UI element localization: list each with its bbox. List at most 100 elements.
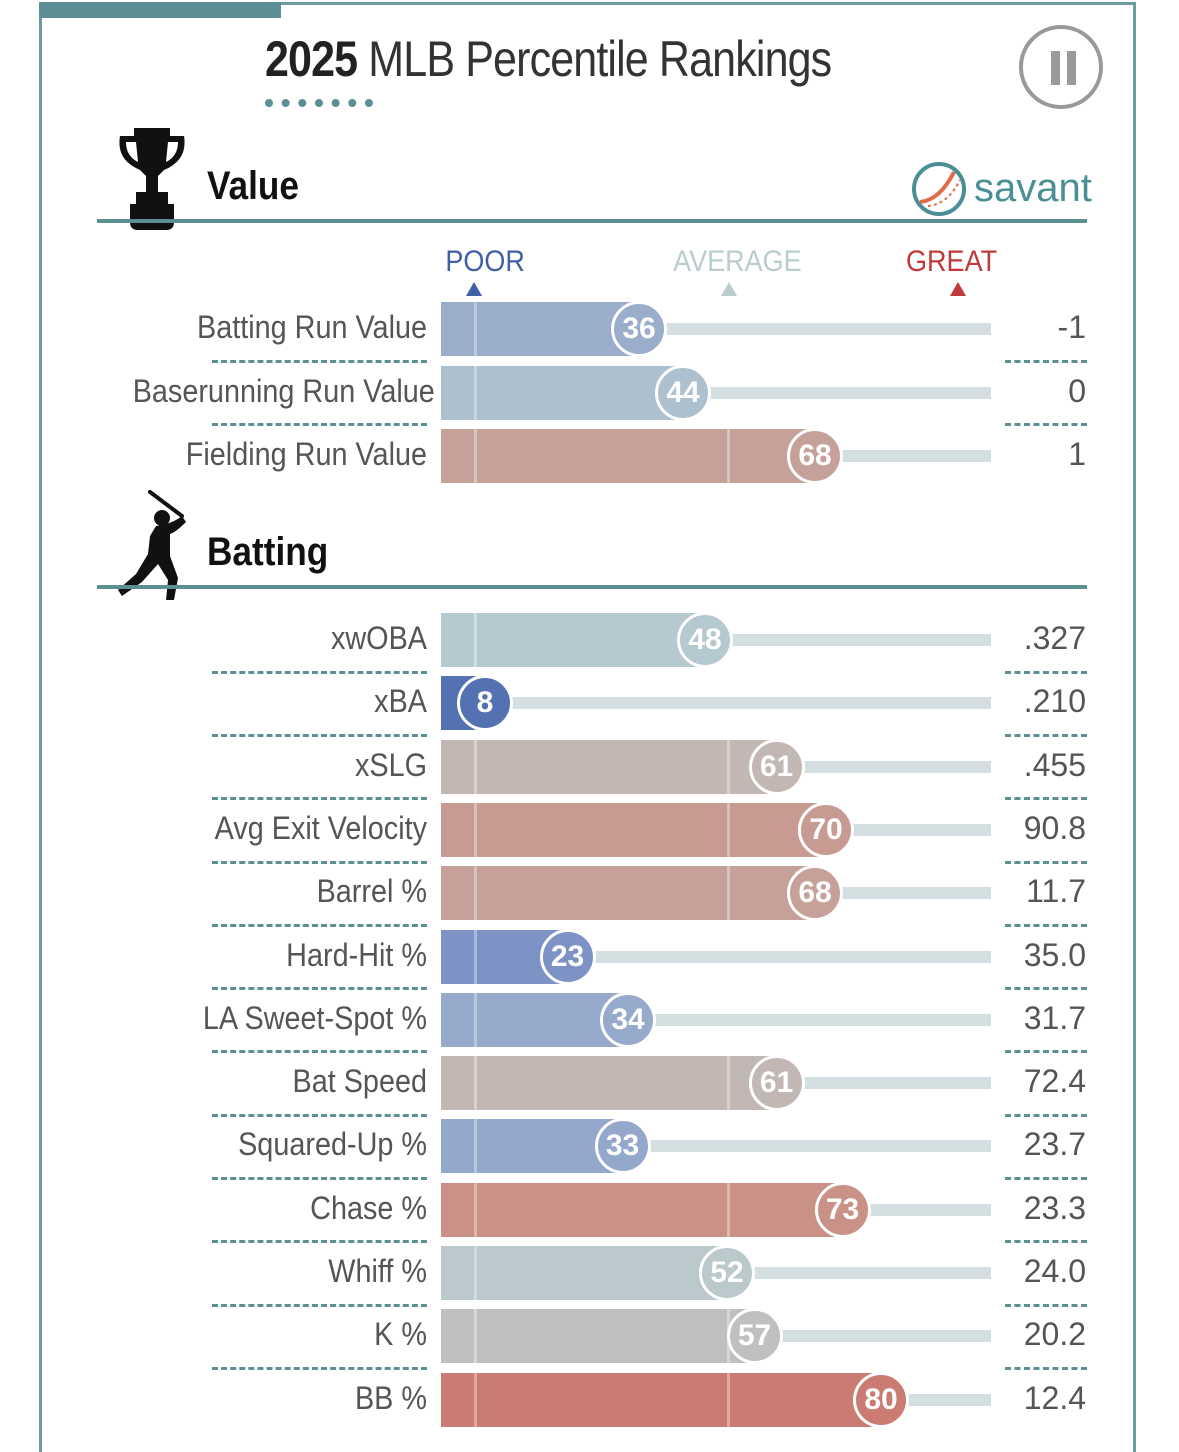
card-tab xyxy=(39,2,281,18)
batter-icon xyxy=(118,490,186,600)
row-separator xyxy=(212,797,427,801)
percentile-badge: 36 xyxy=(611,301,667,357)
metric-value: 24.0 xyxy=(1023,1253,1086,1289)
row-separator xyxy=(212,423,427,427)
metric-value: 20.2 xyxy=(1023,1316,1086,1353)
metric-label: xSLG xyxy=(354,746,427,783)
scale-average-arrow xyxy=(721,282,737,296)
metric-value: 23.7 xyxy=(1023,1126,1086,1163)
metric-value: 23.3 xyxy=(1023,1189,1086,1226)
card-frame xyxy=(39,2,1136,1452)
section-rule-value xyxy=(97,219,1087,223)
bar-tick xyxy=(474,365,477,420)
percentile-bar[interactable] xyxy=(441,1056,777,1111)
percentile-badge: 23 xyxy=(539,928,596,985)
row-separator xyxy=(212,1366,427,1370)
metric-value: 35.0 xyxy=(1023,936,1086,973)
percentile-badge: 61 xyxy=(748,1055,805,1112)
scale-poor-arrow xyxy=(466,282,482,296)
bar-tick xyxy=(474,866,477,921)
percentile-bar[interactable] xyxy=(441,1246,727,1300)
row-separator xyxy=(1005,987,1087,991)
row-separator xyxy=(1005,1303,1087,1307)
percentile-badge: 44 xyxy=(655,364,711,421)
bar-tick xyxy=(474,429,477,483)
bar-track xyxy=(441,697,991,710)
percentile-bar[interactable] xyxy=(441,613,705,667)
metric-label: Avg Exit Velocity xyxy=(214,809,427,846)
row-separator xyxy=(212,359,427,363)
savant-wordmark: savant xyxy=(974,166,1092,210)
row-separator xyxy=(212,1177,427,1181)
row-separator xyxy=(1005,359,1087,363)
metric-label: Fielding Run Value xyxy=(185,436,427,472)
section-title-value: Value xyxy=(207,164,299,208)
bar-tick xyxy=(727,1372,730,1427)
row-separator xyxy=(212,733,427,737)
percentile-badge: 80 xyxy=(853,1371,909,1428)
section-rule-batting xyxy=(97,585,1087,589)
percentile-bar[interactable] xyxy=(441,429,815,483)
percentile-badge: 61 xyxy=(748,738,805,795)
title-underline xyxy=(265,99,373,107)
metric-label: Chase % xyxy=(310,1189,427,1226)
metric-label: xBA xyxy=(374,683,427,720)
percentile-bar[interactable] xyxy=(441,992,628,1047)
metric-value: 0 xyxy=(1068,372,1086,409)
bar-tick xyxy=(727,1182,730,1237)
row-separator xyxy=(1005,797,1087,801)
bar-tick xyxy=(474,1246,477,1300)
metric-label: K % xyxy=(374,1316,427,1353)
percentile-bar[interactable] xyxy=(441,802,826,857)
page-title: 2025 MLB Percentile Rankings xyxy=(265,31,832,87)
row-separator xyxy=(1005,423,1087,427)
bar-tick xyxy=(474,739,477,794)
baseball-icon xyxy=(912,162,966,216)
row-separator xyxy=(1005,860,1087,864)
bar-tick xyxy=(727,802,730,857)
metric-label: xwOBA xyxy=(330,620,427,656)
percentile-badge: 68 xyxy=(787,428,843,484)
bar-tick xyxy=(474,1372,477,1427)
percentile-bar[interactable] xyxy=(441,866,815,921)
savant-logo: savant xyxy=(910,160,1092,220)
metric-label: Hard-Hit % xyxy=(286,936,427,973)
metric-value: -1 xyxy=(1057,309,1086,345)
percentile-badge: 8 xyxy=(457,675,513,732)
percentile-bar[interactable] xyxy=(441,1182,843,1237)
bar-tick xyxy=(474,613,477,667)
pause-icon[interactable] xyxy=(1019,25,1103,109)
metric-value: 72.4 xyxy=(1023,1063,1086,1100)
metric-value: .455 xyxy=(1023,746,1086,783)
metric-value: 11.7 xyxy=(1026,873,1086,910)
percentile-bar[interactable] xyxy=(441,302,639,356)
percentile-bar[interactable] xyxy=(441,739,777,794)
percentile-bar[interactable] xyxy=(441,365,683,420)
percentile-badge: 52 xyxy=(699,1245,755,1301)
percentile-badge: 48 xyxy=(677,612,733,668)
bar-tick xyxy=(474,1182,477,1237)
metric-label: Whiff % xyxy=(328,1253,427,1289)
metric-value: 31.7 xyxy=(1023,999,1086,1036)
metric-label: LA Sweet-Spot % xyxy=(202,999,427,1036)
percentile-badge: 70 xyxy=(798,801,854,858)
scale-great-label: GREAT xyxy=(906,245,998,278)
row-separator xyxy=(212,987,427,991)
metric-value: 90.8 xyxy=(1023,809,1086,846)
percentile-badge: 34 xyxy=(600,991,656,1048)
bar-tick xyxy=(727,866,730,921)
bar-tick xyxy=(474,1056,477,1111)
percentile-badge: 68 xyxy=(787,865,843,922)
percentile-bar[interactable] xyxy=(441,1372,881,1427)
row-separator xyxy=(1005,670,1087,674)
row-separator xyxy=(1005,733,1087,737)
scale-average-label: AVERAGE xyxy=(673,245,802,278)
bar-tick xyxy=(474,1309,477,1364)
row-separator xyxy=(1005,1050,1087,1054)
row-separator xyxy=(1005,1366,1087,1370)
percentile-badge: 57 xyxy=(726,1308,783,1365)
percentile-bar[interactable] xyxy=(441,1309,755,1364)
scale-poor-label: POOR xyxy=(445,245,525,278)
percentile-bar[interactable] xyxy=(441,1119,623,1174)
metric-label: Squared-Up % xyxy=(238,1126,427,1163)
